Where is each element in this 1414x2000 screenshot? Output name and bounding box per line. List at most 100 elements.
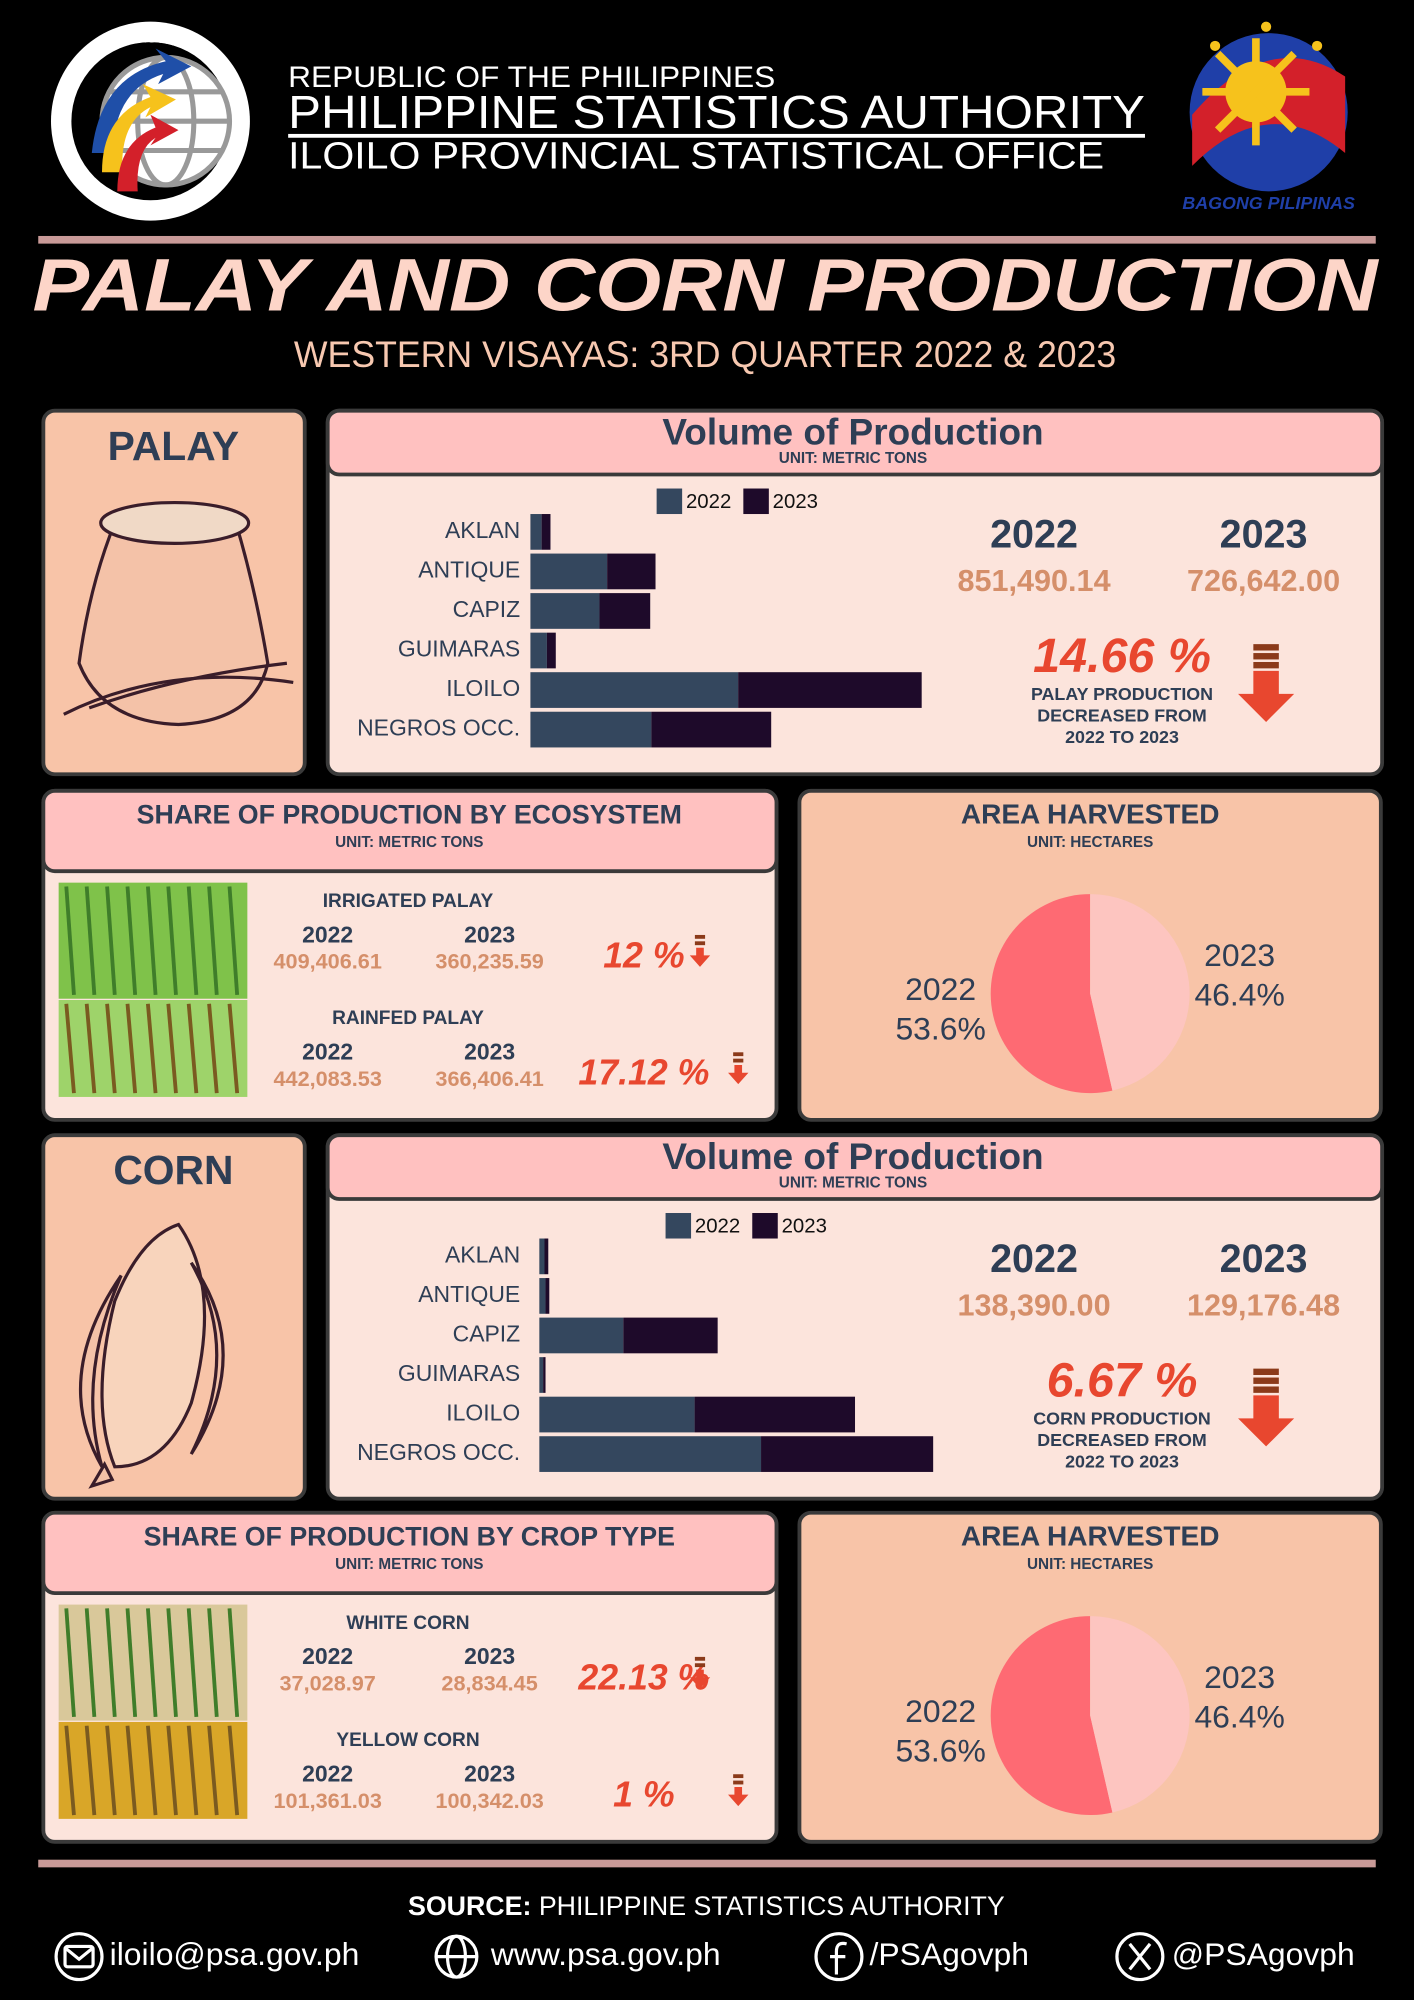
down-arrow bbox=[728, 1786, 749, 1807]
field-photo-stripe bbox=[207, 1725, 219, 1816]
down-arrow bbox=[689, 1669, 711, 1689]
item-value: 409,406.61 bbox=[273, 949, 381, 974]
field-photo-stripe bbox=[145, 1725, 158, 1816]
y-tick-label: NEGROS OCC. bbox=[357, 715, 520, 741]
bar bbox=[599, 593, 651, 629]
item-value: 442,083.53 bbox=[273, 1066, 381, 1091]
chart-title: AREA HARVESTED bbox=[961, 1521, 1220, 1552]
arrow-stripe bbox=[694, 1663, 706, 1668]
pie-slice bbox=[990, 894, 1113, 1094]
field-photo-stripe bbox=[125, 886, 138, 996]
contact-web: www.psa.gov.ph bbox=[490, 1936, 721, 1972]
header-line3: ILOILO PROVINCIAL STATISTICAL OFFICE bbox=[288, 134, 1104, 177]
field-photo-stripe bbox=[227, 886, 240, 996]
arrow-stripe bbox=[1253, 1368, 1279, 1375]
bar bbox=[738, 672, 922, 708]
summary-year: 2023 bbox=[1220, 1237, 1308, 1281]
contact-x: @PSAgovph bbox=[1172, 1936, 1355, 1972]
field-photo-stripe bbox=[166, 1003, 178, 1094]
field-photo-stripe bbox=[64, 1003, 76, 1094]
y-tick-label: ILOILO bbox=[446, 675, 520, 701]
item-change: 12 % bbox=[603, 935, 684, 975]
pie-category-label: 2023 bbox=[1204, 937, 1275, 973]
field-photo-stripe bbox=[227, 1608, 240, 1717]
chart-title: Volume of Production bbox=[662, 412, 1043, 453]
summary-caption: DECREASED FROM bbox=[1037, 706, 1206, 726]
field-photo-stripe bbox=[125, 1003, 138, 1094]
arrow-stripe bbox=[1253, 644, 1279, 651]
bar bbox=[623, 1317, 718, 1354]
field-photo-stripe bbox=[186, 1725, 199, 1816]
bar bbox=[539, 1357, 544, 1393]
item-year: 2022 bbox=[302, 921, 353, 947]
volume-header bbox=[325, 408, 1385, 477]
field-photo-stripe bbox=[145, 1003, 158, 1094]
arrow-stripe bbox=[694, 934, 706, 939]
field-photo-stripe bbox=[145, 1608, 158, 1717]
bar bbox=[539, 1436, 762, 1472]
bar bbox=[546, 632, 556, 669]
header-line2: PHILIPPINE STATISTICS AUTHORITY bbox=[288, 86, 1145, 138]
chart-title: Volume of Production bbox=[662, 1136, 1043, 1177]
arrow-stripe bbox=[733, 1774, 744, 1779]
summary-year: 2023 bbox=[1220, 512, 1308, 556]
summary-change: 6.67 % bbox=[1047, 1354, 1198, 1408]
source-line: SOURCE: PHILIPPINE STATISTICS AUTHORITY bbox=[408, 1891, 1005, 1921]
pie-slice bbox=[1090, 1616, 1190, 1813]
source-name: PHILIPPINE STATISTICS AUTHORITY bbox=[531, 1891, 1004, 1921]
share-unit: UNIT: METRIC TONS bbox=[335, 834, 483, 851]
item-value: 28,834.45 bbox=[441, 1671, 537, 1696]
bar bbox=[694, 1396, 856, 1433]
item-year: 2022 bbox=[302, 1643, 353, 1669]
summary-caption: PALAY PRODUCTION bbox=[1031, 684, 1213, 704]
legend-label: 2022 bbox=[686, 491, 731, 513]
arrow-stripe bbox=[694, 1656, 706, 1661]
arrow-stripe bbox=[1253, 653, 1279, 660]
share-header bbox=[41, 788, 779, 874]
field-photo-stripe bbox=[166, 886, 178, 996]
field-photo-stripe bbox=[227, 1003, 240, 1094]
item-value: 100,342.03 bbox=[435, 1788, 543, 1813]
item-year: 2022 bbox=[302, 1761, 353, 1787]
summary-caption: 2022 TO 2023 bbox=[1065, 727, 1179, 747]
legend-swatch bbox=[656, 488, 683, 515]
field-photo-stripe bbox=[105, 1003, 117, 1094]
bar bbox=[530, 593, 600, 629]
y-tick-label: AKLAN bbox=[445, 1241, 520, 1267]
summary-year: 2022 bbox=[990, 1237, 1078, 1281]
field-photo-stripe bbox=[125, 1608, 138, 1717]
item-value: 360,235.59 bbox=[435, 949, 543, 974]
bar bbox=[530, 711, 652, 748]
field-photo-stripe bbox=[207, 1003, 219, 1094]
item-name: RAINFED PALAY bbox=[332, 1008, 484, 1029]
chart-subtitle: UNIT: HECTARES bbox=[1027, 1556, 1153, 1573]
item-name: YELLOW CORN bbox=[336, 1730, 479, 1751]
y-tick-label: AKLAN bbox=[445, 517, 520, 543]
item-change: 1 % bbox=[613, 1775, 674, 1815]
field-photo-stripe bbox=[166, 1608, 178, 1717]
sack-illustration bbox=[63, 500, 294, 727]
summary-total: 851,490.14 bbox=[957, 564, 1110, 598]
legend-label: 2023 bbox=[782, 1215, 827, 1237]
psa-logo: PHILIPPINE STATISTICS AUTHORITY Solid · … bbox=[51, 21, 250, 221]
arrow-stripe bbox=[1253, 1377, 1279, 1384]
bar bbox=[607, 553, 656, 590]
y-tick-label: CAPIZ bbox=[453, 1321, 521, 1347]
legend-swatch bbox=[665, 1213, 692, 1239]
pie-value-label: 46.4% bbox=[1194, 1698, 1284, 1734]
crop-label: PALAY bbox=[108, 423, 239, 469]
summary-caption: 2022 TO 2023 bbox=[1065, 1452, 1179, 1472]
bar bbox=[530, 672, 739, 708]
y-tick-label: GUIMARAS bbox=[398, 636, 520, 662]
bar bbox=[530, 553, 608, 590]
item-year: 2023 bbox=[464, 1643, 515, 1669]
field-photo-stripe bbox=[186, 886, 199, 996]
item-change: 17.12 % bbox=[578, 1053, 709, 1093]
field-photo-stripe bbox=[186, 1608, 199, 1717]
field-photo-stripe bbox=[84, 1725, 97, 1816]
source-label: SOURCE: bbox=[408, 1891, 531, 1921]
bar bbox=[530, 514, 542, 550]
y-tick-label: GUIMARAS bbox=[398, 1360, 520, 1386]
pie-value-label: 53.6% bbox=[895, 1732, 985, 1768]
